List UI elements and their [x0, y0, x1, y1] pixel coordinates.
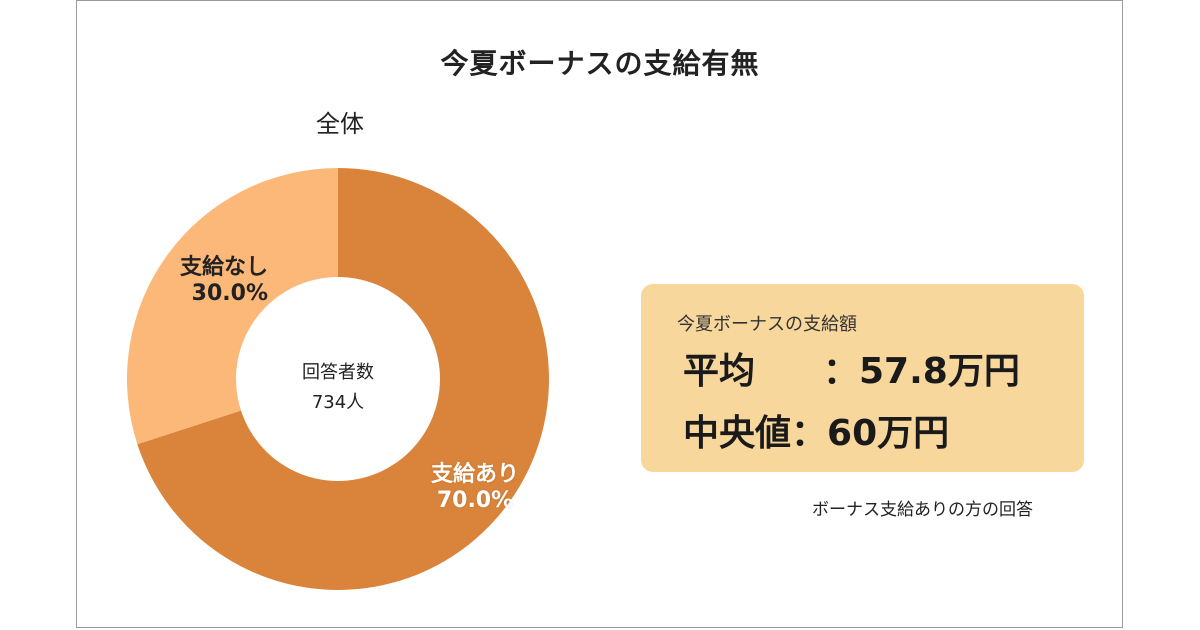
donut-hole — [236, 277, 440, 481]
respondents-count: 734人 — [311, 392, 365, 413]
slice-label-no-name: 支給なし — [179, 255, 268, 280]
chart-title: 今夏ボーナスの支給有無 — [440, 47, 760, 80]
median-value: ：60万円 — [791, 413, 950, 454]
average-row: 平均 ：57.8万円 — [683, 342, 1020, 394]
slice-label-yes: 支給あり 70.0% — [420, 462, 530, 514]
donut-center: 回答者数 734人 — [288, 358, 388, 418]
slice-label-yes-name: 支給あり — [430, 462, 519, 487]
footnote: ボーナス支給ありの方の回答 — [812, 500, 1033, 520]
slice-label-no-value: 30.0% — [191, 281, 268, 306]
bonus-amount-heading: 今夏ボーナスの支給額 — [677, 314, 857, 335]
median-row: 中央値：60万円 — [683, 404, 949, 456]
bonus-amount-box: 今夏ボーナスの支給額 平均 ：57.8万円 中央値：60万円 — [641, 284, 1084, 472]
average-value: ：57.8万円 — [823, 351, 1020, 392]
chart-subtitle: 全体 — [316, 110, 364, 138]
slice-label-no: 支給なし 30.0% — [158, 255, 268, 307]
median-label: 中央値 — [683, 413, 792, 454]
respondents-label: 回答者数 — [302, 362, 374, 383]
slice-label-yes-value: 70.0% — [436, 488, 514, 513]
average-label: 平均 — [683, 351, 756, 392]
